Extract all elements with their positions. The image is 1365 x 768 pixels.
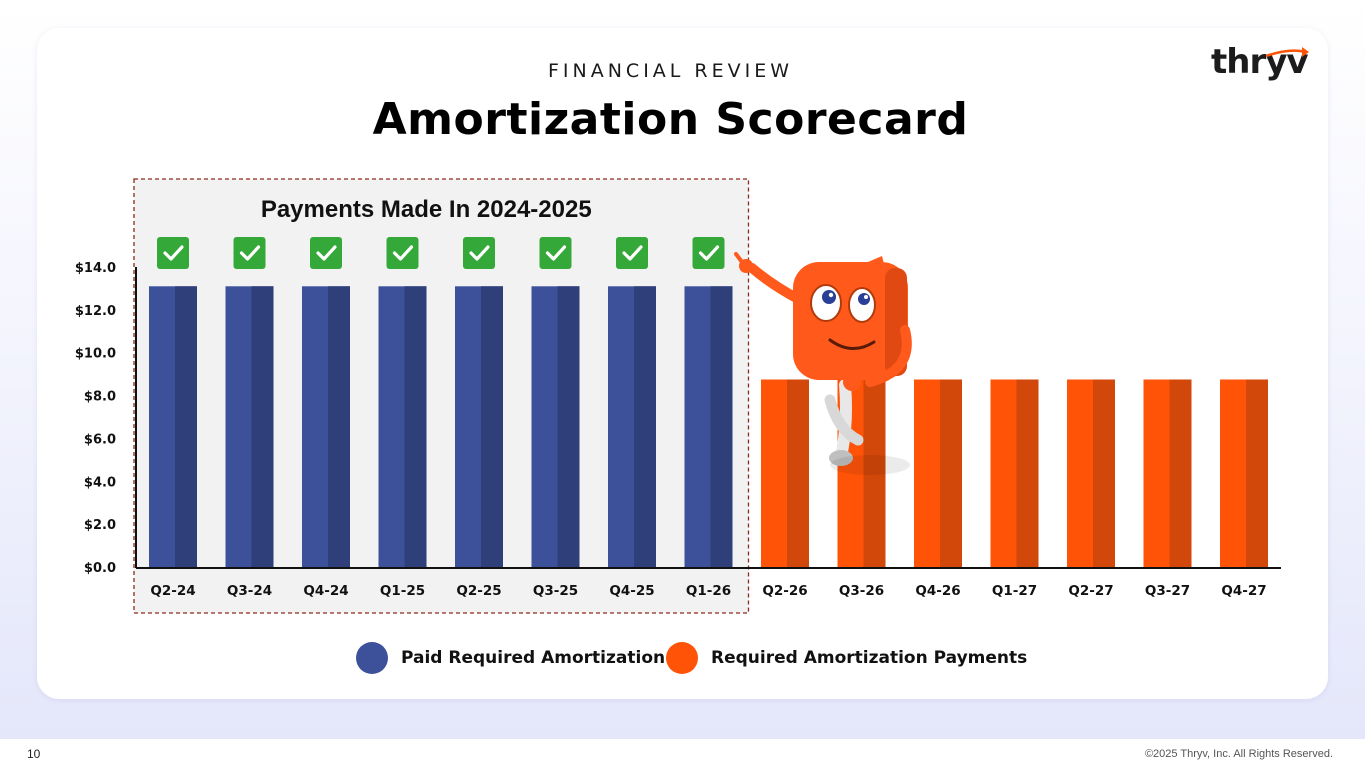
check-mark xyxy=(239,245,261,261)
bar-shade xyxy=(863,379,886,567)
highlight-box-title: Payments Made In 2024-2025 xyxy=(261,196,592,223)
check-icon xyxy=(386,237,419,269)
brand-logo: thryv xyxy=(1211,42,1309,82)
x-tick-label: Q3-26 xyxy=(839,583,884,599)
bar-Q3-25 xyxy=(531,286,580,567)
y-tick-label: $10.0 xyxy=(75,347,116,362)
bar-shade xyxy=(1169,379,1192,567)
check-badge xyxy=(463,237,495,269)
footer-bar xyxy=(0,739,1365,768)
bar-shade xyxy=(175,286,197,567)
bar-Q2-24 xyxy=(149,286,197,567)
x-tick-label: Q3-25 xyxy=(533,583,578,599)
y-tick-label: $14.0 xyxy=(75,261,116,276)
x-tick-label: Q4-25 xyxy=(609,583,654,599)
check-icon xyxy=(463,237,495,269)
check-mark xyxy=(545,245,567,261)
check-icon xyxy=(539,237,572,269)
bar-Q1-26 xyxy=(684,286,733,567)
bar-shade xyxy=(1093,379,1115,567)
bar-Q4-25 xyxy=(608,286,656,567)
logo-swoosh-icon xyxy=(1265,47,1309,58)
bar-shade xyxy=(940,379,962,567)
mascot-illustration xyxy=(734,252,912,475)
legend-swatch-paid xyxy=(356,642,388,674)
y-tick-label: $4.0 xyxy=(84,475,116,490)
check-mark xyxy=(469,245,490,261)
bar-shade xyxy=(404,286,427,567)
check-mark xyxy=(698,245,720,261)
check-mark xyxy=(392,245,414,261)
check-mark xyxy=(163,245,184,261)
bar-Q2-26 xyxy=(761,379,809,567)
x-tick-label: Q1-26 xyxy=(686,583,731,599)
check-badge xyxy=(692,237,725,269)
x-tick-label: Q1-27 xyxy=(992,583,1037,599)
x-tick-label: Q1-25 xyxy=(380,583,425,599)
y-tick-label: $2.0 xyxy=(84,518,116,533)
bar-shade xyxy=(1016,379,1039,567)
y-tick-label: $6.0 xyxy=(84,432,116,447)
y-tick-label: $8.0 xyxy=(84,390,116,405)
copyright-notice: ©2025 Thryv, Inc. All Rights Reserved. xyxy=(1144,748,1333,760)
bar-Q3-27 xyxy=(1143,379,1192,567)
bar-shade xyxy=(557,286,580,567)
legend-label-paid: Paid Required Amortization xyxy=(401,648,666,668)
check-icon xyxy=(692,237,725,269)
bar-Q2-27 xyxy=(1067,379,1115,567)
check-icon xyxy=(616,237,648,269)
bar-Q4-27 xyxy=(1220,379,1268,567)
check-badge xyxy=(616,237,648,269)
check-icon xyxy=(310,237,342,269)
check-mark xyxy=(622,245,643,261)
check-mark xyxy=(316,245,337,261)
x-tick-label: Q4-26 xyxy=(915,583,960,599)
legend-item-required: Required Amortization Payments xyxy=(666,642,1027,674)
y-tick-label: $12.0 xyxy=(75,304,116,319)
check-badge xyxy=(539,237,572,269)
page-title: Amortization Scorecard xyxy=(372,94,969,145)
check-badge xyxy=(310,237,342,269)
page-number: 10 xyxy=(27,747,41,761)
x-tick-label: Q2-26 xyxy=(762,583,807,599)
check-icon xyxy=(157,237,189,269)
bar-Q4-26 xyxy=(914,379,962,567)
x-tick-label: Q2-27 xyxy=(1068,583,1113,599)
bar-Q1-27 xyxy=(990,379,1039,567)
bar-Q4-24 xyxy=(302,286,350,567)
y-tick-label: $0.0 xyxy=(84,561,116,576)
x-tick-label: Q2-24 xyxy=(150,583,195,599)
bar-shade xyxy=(1246,379,1268,567)
bar-shade xyxy=(710,286,733,567)
x-tick-label: Q3-24 xyxy=(227,583,272,599)
eyebrow-label: FINANCIAL REVIEW xyxy=(547,60,794,82)
x-tick-label: Q3-27 xyxy=(1145,583,1190,599)
bar-shade xyxy=(481,286,503,567)
bar-shade xyxy=(251,286,274,567)
legend-swatch-required xyxy=(666,642,698,674)
bar-shade xyxy=(634,286,656,567)
check-badge xyxy=(157,237,189,269)
legend-item-paid: Paid Required Amortization xyxy=(356,642,665,674)
x-tick-label: Q4-27 xyxy=(1221,583,1266,599)
x-tick-label: Q2-25 xyxy=(456,583,501,599)
bar-Q1-25 xyxy=(378,286,427,567)
check-badge xyxy=(233,237,266,269)
bar-shade xyxy=(787,379,809,567)
bar-Q2-25 xyxy=(455,286,503,567)
bar-shade xyxy=(328,286,350,567)
bar-Q3-24 xyxy=(225,286,274,567)
legend-label-required: Required Amortization Payments xyxy=(711,648,1028,668)
x-tick-label: Q4-24 xyxy=(303,583,348,599)
check-icon xyxy=(233,237,266,269)
check-badge xyxy=(386,237,419,269)
amortization-chart: Payments Made In 2024-2025 $0.0 $2.0 $4.0 $… xyxy=(75,178,1281,614)
